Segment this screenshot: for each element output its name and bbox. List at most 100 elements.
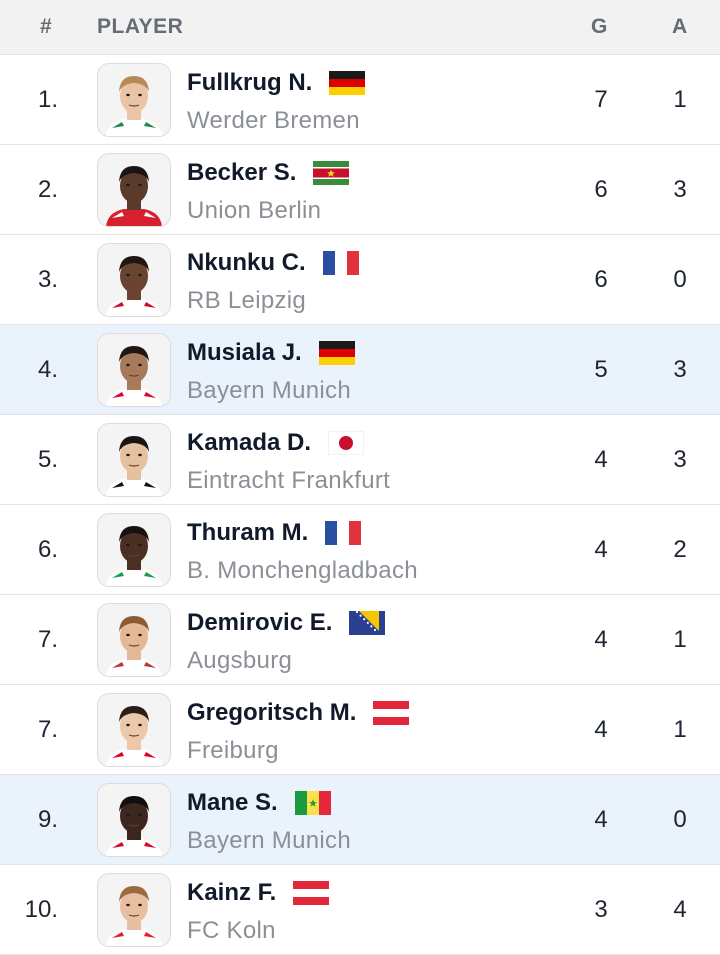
player-rank: 7. — [37, 626, 58, 653]
player-name-line: Nkunku C. — [187, 247, 359, 279]
player-team[interactable]: Union Berlin — [187, 197, 322, 224]
player-avatar[interactable] — [97, 153, 171, 227]
player-assists: 0 — [673, 806, 687, 833]
suriname-flag-icon — [313, 161, 350, 185]
player-avatar[interactable] — [97, 513, 171, 587]
player-assists: 1 — [673, 716, 687, 743]
rank-cell: 2. — [0, 145, 66, 234]
player-name[interactable]: Nkunku C. — [187, 249, 306, 276]
player-row[interactable]: 6. Thuram M. B. Monchengladbach 4 2 — [0, 505, 720, 595]
player-rank: 4. — [37, 356, 58, 383]
player-assists: 3 — [673, 356, 687, 383]
player-name[interactable]: Thuram M. — [187, 519, 309, 546]
player-goals: 4 — [594, 446, 608, 473]
player-avatar[interactable] — [97, 603, 171, 677]
player-name[interactable]: Mane S. — [187, 789, 278, 816]
player-rank: 7. — [37, 716, 58, 743]
player-rank: 5. — [37, 446, 58, 473]
player-row[interactable]: 1. Fullkrug N. Werder Bremen 7 1 — [0, 55, 720, 145]
player-row[interactable]: 7. Gregoritsch M. Freiburg 4 1 — [0, 685, 720, 775]
rank-cell: 7. — [0, 595, 66, 684]
player-name-line: Musiala J. — [187, 337, 355, 369]
player-team[interactable]: RB Leipzig — [187, 287, 307, 314]
player-name[interactable]: Demirovic E. — [187, 609, 333, 636]
player-team[interactable]: Freiburg — [187, 737, 279, 764]
player-name[interactable]: Kainz F. — [187, 879, 277, 906]
player-team[interactable]: Bayern Munich — [187, 827, 351, 854]
player-rank: 3. — [37, 266, 58, 293]
player-avatar[interactable] — [97, 873, 171, 947]
japan-flag-icon — [328, 431, 365, 455]
player-name-line: Becker S. — [187, 157, 350, 189]
player-team[interactable]: Werder Bremen — [187, 107, 360, 134]
player-name[interactable]: Becker S. — [187, 159, 297, 186]
rank-cell: 1. — [0, 55, 66, 144]
rank-cell: 4. — [0, 325, 66, 414]
austria-flag-icon — [293, 881, 330, 905]
player-name-line: Kamada D. — [187, 427, 365, 459]
player-goals: 5 — [594, 356, 608, 383]
france-flag-icon — [322, 251, 359, 275]
player-avatar[interactable] — [97, 783, 171, 857]
player-team[interactable]: B. Monchengladbach — [187, 557, 418, 584]
player-goals: 4 — [594, 716, 608, 743]
player-row[interactable]: 4. Musiala J. Bayern Munich 5 3 — [0, 325, 720, 415]
player-name-line: Demirovic E. — [187, 607, 386, 639]
player-assists: 4 — [673, 896, 687, 923]
player-name[interactable]: Kamada D. — [187, 429, 312, 456]
player-assists: 1 — [673, 626, 687, 653]
player-rank: 2. — [37, 176, 58, 203]
germany-flag-icon — [318, 341, 355, 365]
player-assists: 3 — [673, 176, 687, 203]
player-avatar[interactable] — [97, 423, 171, 497]
france-flag-icon — [325, 521, 362, 545]
player-row[interactable]: 5. Kamada D. Eintracht Frankfurt 4 3 — [0, 415, 720, 505]
rank-cell: 3. — [0, 235, 66, 324]
player-name-line: Gregoritsch M. — [187, 697, 410, 729]
rank-cell: 5. — [0, 415, 66, 504]
player-team[interactable]: Augsburg — [187, 647, 293, 674]
player-row[interactable]: 9. Mane S. Bayern Munich 4 0 — [0, 775, 720, 865]
player-assists: 3 — [673, 446, 687, 473]
rank-cell: 10. — [0, 865, 66, 954]
goals-column-header[interactable]: G — [591, 15, 608, 38]
player-column-header: PLAYER — [97, 15, 184, 38]
assists-column-header[interactable]: A — [672, 15, 688, 38]
player-row[interactable]: 2. Becker S. Union Berlin 6 3 — [0, 145, 720, 235]
player-goals: 4 — [594, 806, 608, 833]
player-rank: 1. — [37, 86, 58, 113]
player-row[interactable]: 3. Nkunku C. RB Leipzig 6 0 — [0, 235, 720, 325]
player-avatar[interactable] — [97, 693, 171, 767]
senegal-flag-icon — [294, 791, 331, 815]
player-name[interactable]: Fullkrug N. — [187, 69, 313, 96]
player-avatar[interactable] — [97, 333, 171, 407]
player-team[interactable]: Bayern Munich — [187, 377, 351, 404]
player-name-line: Thuram M. — [187, 517, 362, 549]
player-team[interactable]: Eintracht Frankfurt — [187, 467, 391, 494]
player-name[interactable]: Gregoritsch M. — [187, 699, 357, 726]
player-row[interactable]: 10. Kainz F. FC Koln 3 4 — [0, 865, 720, 955]
player-name[interactable]: Musiala J. — [187, 339, 302, 366]
player-goals: 3 — [594, 896, 608, 923]
player-team[interactable]: FC Koln — [187, 917, 276, 944]
austria-flag-icon — [373, 701, 410, 725]
player-avatar[interactable] — [97, 243, 171, 317]
player-name-line: Fullkrug N. — [187, 67, 366, 99]
player-name-line: Kainz F. — [187, 877, 330, 909]
rank-cell: 6. — [0, 505, 66, 594]
player-list: 1. Fullkrug N. Werder Bremen 7 1 2. — [0, 55, 720, 955]
table-header: # PLAYER G A — [0, 0, 720, 55]
player-rank: 9. — [37, 806, 58, 833]
player-row[interactable]: 7. Demirovic E. Augsburg 4 1 — [0, 595, 720, 685]
player-name-line: Mane S. — [187, 787, 331, 819]
player-rank: 6. — [37, 536, 58, 563]
player-assists: 2 — [673, 536, 687, 563]
player-goals: 7 — [594, 86, 608, 113]
player-assists: 0 — [673, 266, 687, 293]
player-avatar[interactable] — [97, 63, 171, 137]
player-assists: 1 — [673, 86, 687, 113]
rank-cell: 7. — [0, 685, 66, 774]
germany-flag-icon — [329, 71, 366, 95]
player-goals: 6 — [594, 266, 608, 293]
